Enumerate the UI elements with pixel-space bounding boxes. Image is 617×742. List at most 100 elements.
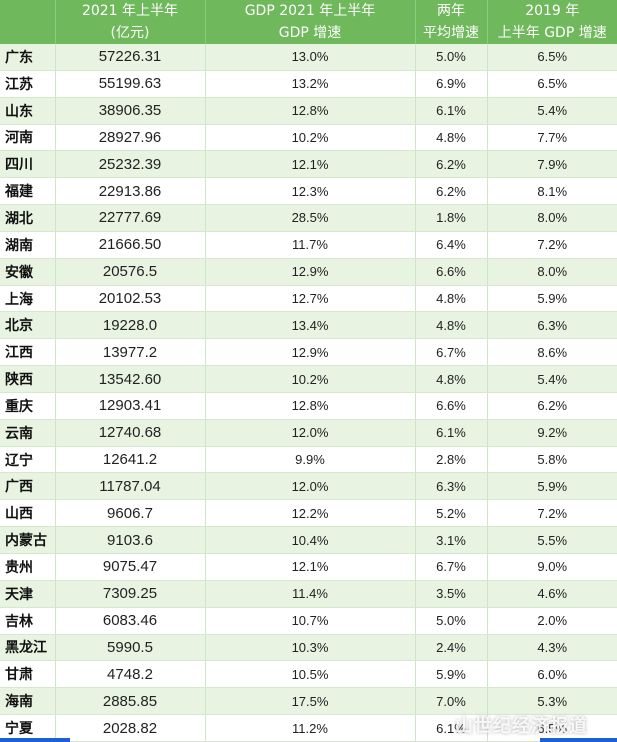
cell-growth: 12.7% <box>205 285 416 313</box>
cell-gdp: 2885.85 <box>55 687 206 716</box>
cell-growth: 10.4% <box>205 526 416 555</box>
cell-region: 上海 <box>0 285 56 313</box>
table-row: 山东 38906.35 12.8% 6.1% 5.4% <box>0 97 617 125</box>
bottom-accent-bar-right <box>540 738 617 742</box>
cell-avg-growth: 4.8% <box>415 285 488 313</box>
cell-region: 重庆 <box>0 392 56 420</box>
cell-growth: 12.9% <box>205 258 416 286</box>
cell-2019-growth: 6.0% <box>487 660 617 689</box>
cell-gdp: 6083.46 <box>55 607 206 635</box>
cell-growth: 12.1% <box>205 553 416 581</box>
cell-region: 吉林 <box>0 607 56 635</box>
header-gdp-top: 2021 年上半年 <box>55 0 206 22</box>
cell-region: 贵州 <box>0 553 56 581</box>
header-avg-top: 两年 <box>415 0 488 22</box>
cell-growth: 10.2% <box>205 365 416 393</box>
cell-2019-growth: 6.3% <box>487 311 617 340</box>
cell-gdp: 9606.7 <box>55 499 206 528</box>
cell-2019-growth: 9.0% <box>487 553 617 581</box>
cell-avg-growth: 5.0% <box>415 44 488 71</box>
cell-growth: 12.8% <box>205 392 416 420</box>
cell-region: 安徽 <box>0 258 56 286</box>
cell-2019-growth: 5.5% <box>487 526 617 555</box>
cell-avg-growth: 2.8% <box>415 446 488 474</box>
cell-region: 四川 <box>0 150 56 179</box>
header-region-top <box>0 0 56 22</box>
table-row: 山西 9606.7 12.2% 5.2% 7.2% <box>0 499 617 528</box>
cell-region: 福建 <box>0 177 56 206</box>
cell-2019-growth: 7.7% <box>487 124 617 152</box>
cell-avg-growth: 6.9% <box>415 70 488 98</box>
table-row: 广东 57226.31 13.0% 5.0% 6.5% <box>0 44 617 71</box>
cell-gdp: 22777.69 <box>55 204 206 232</box>
cell-gdp: 13977.2 <box>55 338 206 367</box>
table-row: 北京 19228.0 13.4% 4.8% 6.3% <box>0 311 617 340</box>
cell-gdp: 20102.53 <box>55 285 206 313</box>
cell-region: 辽宁 <box>0 446 56 474</box>
cell-gdp: 9075.47 <box>55 553 206 581</box>
table-row: 贵州 9075.47 12.1% 6.7% 9.0% <box>0 553 617 581</box>
cell-gdp: 5990.5 <box>55 634 206 662</box>
table-row: 黑龙江 5990.5 10.3% 2.4% 4.3% <box>0 634 617 662</box>
cell-2019-growth: 5.4% <box>487 365 617 393</box>
cell-growth: 12.1% <box>205 150 416 179</box>
cell-gdp: 2028.82 <box>55 714 206 742</box>
cell-gdp: 22913.86 <box>55 177 206 206</box>
cell-2019-growth: 8.1% <box>487 177 617 206</box>
cell-gdp: 20576.5 <box>55 258 206 286</box>
cell-2019-growth: 5.3% <box>487 687 617 716</box>
cell-avg-growth: 5.9% <box>415 660 488 689</box>
table-row: 湖南 21666.50 11.7% 6.4% 7.2% <box>0 231 617 259</box>
bottom-accent-bar-left <box>0 738 70 742</box>
cell-avg-growth: 5.2% <box>415 499 488 528</box>
cell-gdp: 11787.04 <box>55 472 206 501</box>
header-growth-top: GDP 2021 年上半年 <box>205 0 416 22</box>
table-body: 广东 57226.31 13.0% 5.0% 6.5% 江苏 55199.63 13.2% 6.… <box>0 44 617 742</box>
table-row: 内蒙古 9103.6 10.4% 3.1% 5.5% <box>0 526 617 555</box>
cell-avg-growth: 6.6% <box>415 258 488 286</box>
cell-avg-growth: 6.2% <box>415 150 488 179</box>
header-row-1: 2021 年上半年 GDP 2021 年上半年 两年 2019 年 <box>0 0 617 22</box>
cell-growth: 13.0% <box>205 44 416 71</box>
table-row: 海南 2885.85 17.5% 7.0% 5.3% <box>0 687 617 716</box>
header-gdp-bottom: (亿元) <box>55 22 206 44</box>
cell-avg-growth: 6.1% <box>415 714 488 742</box>
cell-avg-growth: 6.6% <box>415 392 488 420</box>
cell-growth: 11.4% <box>205 580 416 608</box>
cell-avg-growth: 6.3% <box>415 472 488 501</box>
cell-region: 江西 <box>0 338 56 367</box>
table-row: 宁夏 2028.82 11.2% 6.1% 6.5% <box>0 714 617 742</box>
table-row: 辽宁 12641.2 9.9% 2.8% 5.8% <box>0 446 617 474</box>
cell-growth: 13.4% <box>205 311 416 340</box>
cell-region: 天津 <box>0 580 56 608</box>
cell-avg-growth: 6.7% <box>415 553 488 581</box>
cell-avg-growth: 6.1% <box>415 97 488 125</box>
header-2019-top: 2019 年 <box>487 0 617 22</box>
cell-2019-growth: 7.2% <box>487 231 617 259</box>
table-row: 吉林 6083.46 10.7% 5.0% 2.0% <box>0 607 617 635</box>
cell-growth: 10.5% <box>205 660 416 689</box>
cell-gdp: 4748.2 <box>55 660 206 689</box>
cell-region: 广东 <box>0 44 56 71</box>
cell-2019-growth: 8.0% <box>487 258 617 286</box>
cell-region: 湖北 <box>0 204 56 232</box>
table-row: 河南 28927.96 10.2% 4.8% 7.7% <box>0 124 617 152</box>
cell-region: 广西 <box>0 472 56 501</box>
cell-growth: 12.0% <box>205 472 416 501</box>
table-row: 江苏 55199.63 13.2% 6.9% 6.5% <box>0 70 617 98</box>
cell-avg-growth: 6.2% <box>415 177 488 206</box>
cell-gdp: 12903.41 <box>55 392 206 420</box>
cell-2019-growth: 4.6% <box>487 580 617 608</box>
cell-region: 江苏 <box>0 70 56 98</box>
table-row: 湖北 22777.69 28.5% 1.8% 8.0% <box>0 204 617 232</box>
header-row-2: (亿元) GDP 增速 平均增速 上半年 GDP 增速 <box>0 22 617 44</box>
cell-avg-growth: 3.1% <box>415 526 488 555</box>
cell-growth: 10.7% <box>205 607 416 635</box>
cell-gdp: 38906.35 <box>55 97 206 125</box>
cell-gdp: 21666.50 <box>55 231 206 259</box>
cell-2019-growth: 6.5% <box>487 714 617 742</box>
table-row: 陕西 13542.60 10.2% 4.8% 5.4% <box>0 365 617 393</box>
cell-2019-growth: 5.9% <box>487 472 617 501</box>
cell-growth: 12.9% <box>205 338 416 367</box>
